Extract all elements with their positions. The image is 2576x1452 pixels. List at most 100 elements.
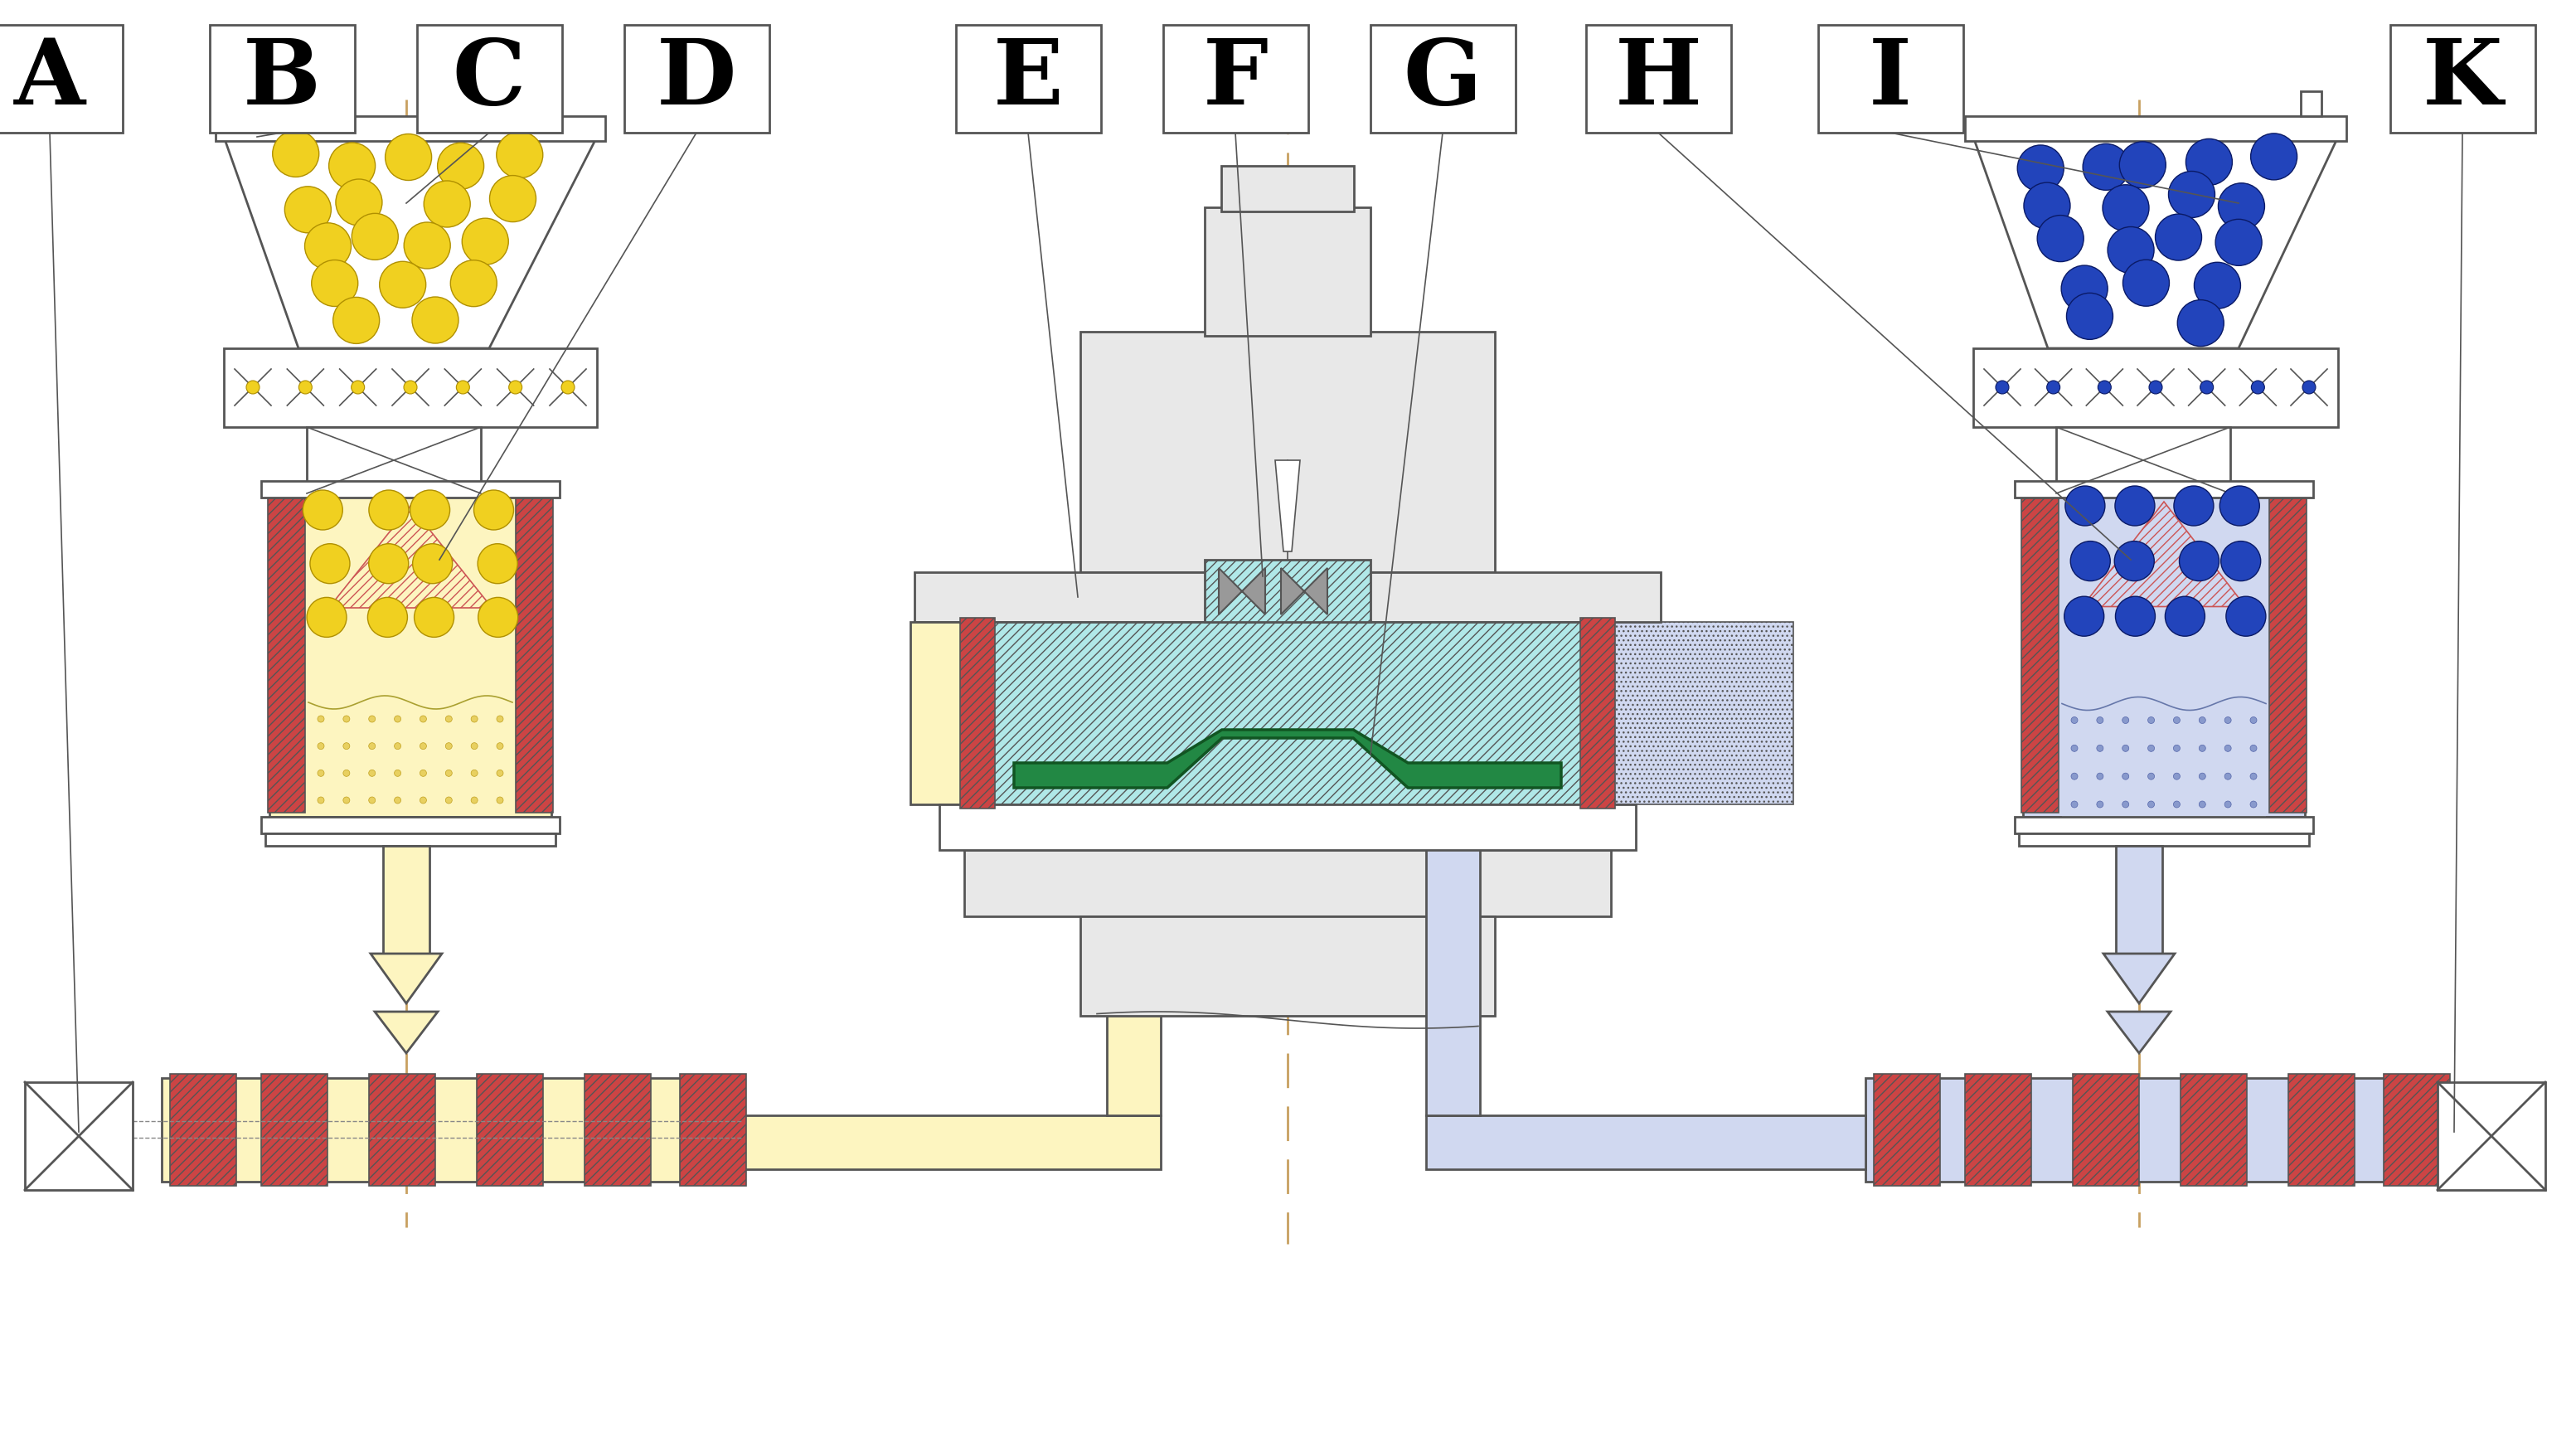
Circle shape — [2115, 486, 2154, 526]
Bar — [1819, 25, 1963, 132]
Circle shape — [461, 218, 507, 264]
Circle shape — [368, 597, 407, 637]
Bar — [2074, 1074, 2138, 1186]
Bar — [2269, 498, 2306, 813]
Circle shape — [343, 743, 350, 749]
Circle shape — [497, 797, 502, 803]
Bar — [417, 25, 562, 132]
Bar — [1427, 1115, 1865, 1169]
Polygon shape — [374, 1012, 438, 1053]
Bar — [2014, 817, 2313, 833]
Circle shape — [410, 491, 451, 530]
Text: A: A — [13, 35, 85, 123]
Polygon shape — [2105, 954, 2174, 1003]
Bar — [2287, 1074, 2354, 1186]
Circle shape — [2200, 772, 2205, 780]
Circle shape — [273, 131, 319, 177]
Circle shape — [317, 716, 325, 722]
Circle shape — [394, 716, 402, 722]
Circle shape — [2218, 183, 2264, 229]
Bar — [216, 116, 605, 141]
Circle shape — [497, 716, 502, 722]
Bar — [477, 1074, 544, 1186]
Polygon shape — [1218, 568, 1265, 614]
Circle shape — [304, 491, 343, 530]
Circle shape — [2071, 802, 2079, 807]
Circle shape — [474, 491, 513, 530]
Bar — [914, 572, 1662, 621]
Circle shape — [497, 743, 502, 749]
Bar — [170, 1074, 237, 1186]
Bar — [961, 617, 994, 809]
Circle shape — [420, 716, 428, 722]
Circle shape — [2164, 597, 2205, 636]
Circle shape — [412, 543, 453, 584]
Bar — [1079, 331, 1494, 572]
Circle shape — [2017, 145, 2063, 192]
Bar — [1206, 208, 1370, 335]
Bar — [1206, 559, 1370, 621]
Bar — [1610, 621, 1793, 804]
Circle shape — [2148, 717, 2154, 723]
Circle shape — [2200, 745, 2205, 752]
Circle shape — [2251, 802, 2257, 807]
Circle shape — [2048, 380, 2061, 393]
Circle shape — [471, 770, 477, 777]
Circle shape — [2179, 542, 2218, 581]
Circle shape — [353, 213, 399, 260]
Circle shape — [2063, 597, 2105, 636]
Circle shape — [2148, 745, 2154, 752]
Circle shape — [286, 186, 332, 232]
Bar — [2391, 25, 2535, 132]
Circle shape — [2071, 772, 2079, 780]
Circle shape — [420, 797, 428, 803]
Bar — [260, 817, 559, 833]
Bar — [1370, 25, 1515, 132]
Polygon shape — [224, 136, 598, 348]
Circle shape — [307, 597, 348, 637]
Circle shape — [2187, 139, 2233, 186]
Bar — [1865, 1077, 2445, 1182]
Circle shape — [2123, 802, 2128, 807]
Circle shape — [2097, 380, 2112, 393]
Bar — [384, 847, 430, 954]
Bar — [963, 621, 1610, 804]
Circle shape — [330, 142, 376, 189]
Circle shape — [2174, 486, 2213, 526]
Circle shape — [2115, 597, 2156, 636]
Circle shape — [2084, 144, 2130, 190]
Bar — [956, 25, 1100, 132]
Circle shape — [2123, 772, 2128, 780]
Circle shape — [438, 142, 484, 189]
Circle shape — [425, 182, 471, 227]
Circle shape — [2200, 802, 2205, 807]
Circle shape — [415, 597, 453, 637]
Circle shape — [404, 222, 451, 269]
Circle shape — [489, 176, 536, 222]
Bar — [209, 25, 355, 132]
Bar — [742, 1115, 1162, 1169]
Polygon shape — [1275, 460, 1301, 552]
Circle shape — [2226, 772, 2231, 780]
Circle shape — [2303, 380, 2316, 393]
Circle shape — [2174, 772, 2179, 780]
Circle shape — [471, 743, 477, 749]
Bar — [963, 849, 1610, 916]
Circle shape — [2251, 772, 2257, 780]
Bar — [1164, 25, 1309, 132]
Circle shape — [368, 543, 410, 584]
Bar — [1221, 166, 1355, 212]
Circle shape — [343, 770, 350, 777]
Circle shape — [2071, 745, 2079, 752]
Bar — [2014, 481, 2313, 498]
Bar — [1108, 722, 1162, 1115]
Circle shape — [394, 743, 402, 749]
Polygon shape — [2107, 1012, 2172, 1053]
Circle shape — [2251, 134, 2298, 180]
Bar — [2022, 494, 2306, 817]
Bar — [2437, 1082, 2545, 1191]
Circle shape — [2174, 745, 2179, 752]
Circle shape — [412, 296, 459, 343]
Text: K: K — [2421, 35, 2501, 123]
Polygon shape — [371, 954, 443, 1003]
